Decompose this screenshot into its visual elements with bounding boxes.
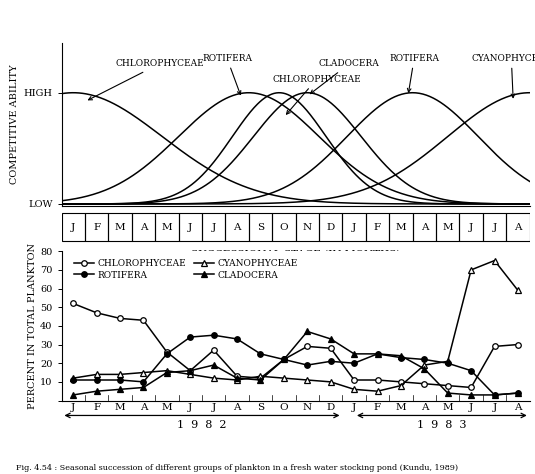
Bar — [249, 213, 272, 241]
Text: J: J — [352, 223, 356, 231]
Text: A: A — [233, 223, 241, 231]
Text: SUCCESSIONAL STAGE (IN MONTHS): SUCCESSIONAL STAGE (IN MONTHS) — [191, 249, 400, 258]
Text: J: J — [71, 223, 75, 231]
Bar — [62, 213, 85, 241]
Y-axis label: PERCENT IN TOTAL PLANKTON: PERCENT IN TOTAL PLANKTON — [28, 243, 37, 409]
Y-axis label: COMPETITIVE ABILITY: COMPETITIVE ABILITY — [10, 64, 19, 184]
Bar — [342, 213, 366, 241]
Text: O: O — [280, 223, 288, 231]
Text: CYANOPHYCEAE: CYANOPHYCEAE — [471, 54, 535, 98]
Text: A: A — [140, 223, 147, 231]
Text: S: S — [257, 223, 264, 231]
Text: M: M — [162, 223, 172, 231]
Text: J: J — [211, 223, 216, 231]
Text: A: A — [421, 223, 428, 231]
Text: J: J — [469, 223, 473, 231]
Bar — [389, 213, 412, 241]
Text: CHLOROPHYCEAE: CHLOROPHYCEAE — [88, 59, 204, 100]
Text: A: A — [514, 223, 522, 231]
Bar — [483, 213, 506, 241]
Bar — [295, 213, 319, 241]
Text: M: M — [114, 223, 125, 231]
Text: Fig. 4.54 : Seasonal succession of different groups of plankton in a fresh water: Fig. 4.54 : Seasonal succession of diffe… — [16, 464, 458, 472]
Bar — [179, 213, 202, 241]
Text: F: F — [374, 223, 381, 231]
Legend: CHLOROPHYCEAE, ROTIFERA, CYANOPHYCEAE, CLADOCERA: CHLOROPHYCEAE, ROTIFERA, CYANOPHYCEAE, C… — [71, 256, 301, 283]
Bar — [319, 213, 342, 241]
Bar — [132, 213, 155, 241]
Text: D: D — [326, 223, 335, 231]
Bar — [155, 213, 179, 241]
Bar — [272, 213, 295, 241]
Bar — [108, 213, 132, 241]
Text: J: J — [188, 223, 193, 231]
Bar — [506, 213, 530, 241]
Bar — [202, 213, 225, 241]
Text: 1  9  8  2: 1 9 8 2 — [177, 420, 227, 430]
Bar — [366, 213, 389, 241]
Text: N: N — [303, 223, 312, 231]
Text: CHLOROPHYCEAE: CHLOROPHYCEAE — [272, 75, 361, 114]
Bar — [225, 213, 249, 241]
Text: M: M — [395, 223, 406, 231]
Text: ROTIFERA: ROTIFERA — [389, 54, 439, 92]
Text: M: M — [442, 223, 453, 231]
Text: J: J — [492, 223, 496, 231]
Bar — [412, 213, 436, 241]
Text: ROTIFERA: ROTIFERA — [202, 54, 252, 94]
Bar — [460, 213, 483, 241]
Text: 1  9  8  3: 1 9 8 3 — [417, 420, 467, 430]
Bar — [85, 213, 108, 241]
Text: F: F — [93, 223, 100, 231]
Bar — [436, 213, 460, 241]
Text: CLADOCERA: CLADOCERA — [310, 59, 380, 93]
